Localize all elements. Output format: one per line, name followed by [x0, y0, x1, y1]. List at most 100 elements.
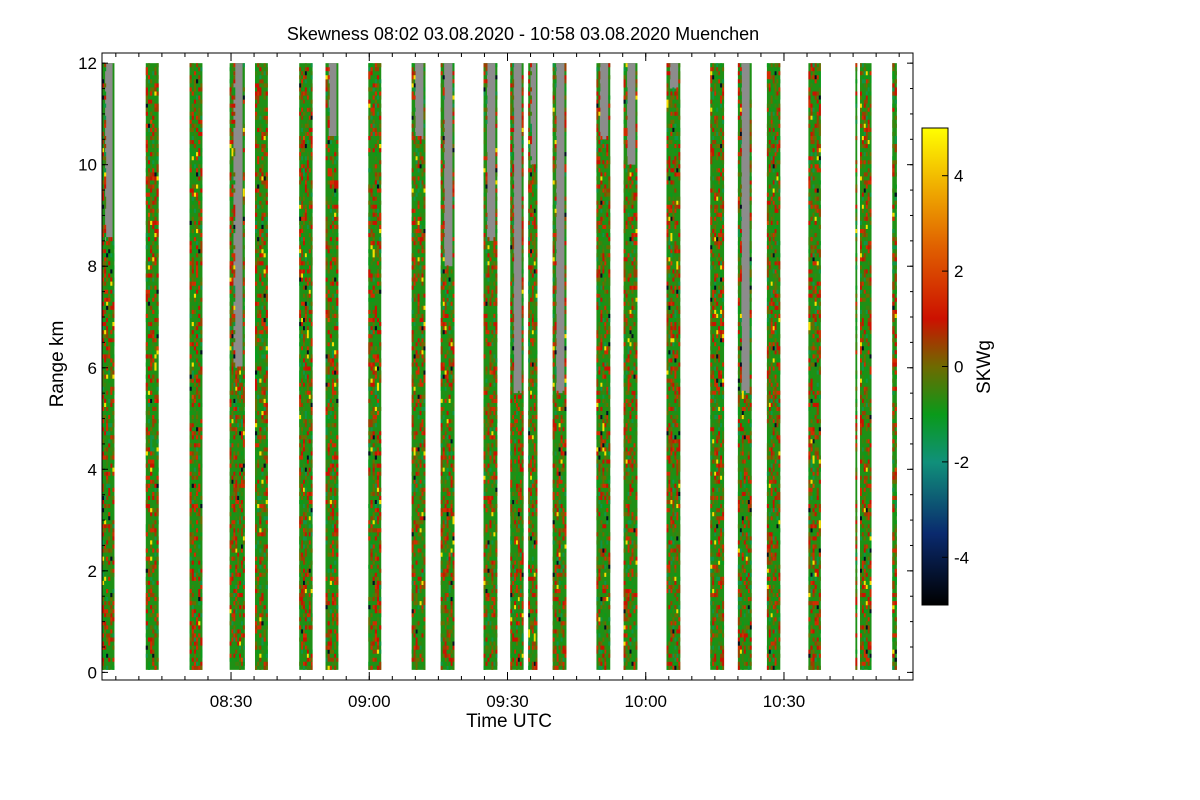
scan-segment	[528, 63, 538, 670]
skewness-cells	[596, 63, 611, 670]
skewness-cells	[808, 75, 821, 658]
skewness-cells	[510, 91, 524, 666]
y-tick-label: 6	[88, 359, 97, 378]
skewness-cells	[666, 63, 681, 670]
missing-data	[328, 63, 337, 140]
scan-segment	[299, 63, 313, 670]
scan-segment	[411, 63, 426, 670]
skewness-cells	[440, 63, 455, 670]
skewness-cells	[860, 71, 872, 666]
scan-segment	[229, 63, 245, 670]
colorbar-tick-label: 2	[954, 262, 963, 281]
scan-segment	[860, 63, 872, 670]
skewness-cells	[766, 87, 781, 670]
y-tick-label: 4	[88, 460, 97, 479]
skewness-cells	[255, 63, 268, 670]
skewness-cells	[325, 91, 339, 662]
skewness-cells	[368, 67, 382, 670]
skewness-cells	[855, 67, 858, 594]
skewness-cells	[710, 63, 725, 650]
skewness-cells	[368, 103, 382, 654]
x-axis-ticks: 08:30 09:00 09:30 10:00 10:30	[115, 53, 900, 711]
skewness-cells	[710, 63, 725, 670]
skewness-cells	[145, 63, 159, 658]
skewness-cells	[596, 87, 611, 666]
skewness-cells	[623, 91, 638, 670]
skewness-cells	[766, 71, 781, 666]
skewness-cells	[812, 483, 815, 488]
scan-segment	[510, 63, 524, 670]
skewness-cells	[483, 79, 498, 666]
skewness-cells	[102, 123, 115, 662]
skewness-cells	[255, 67, 268, 658]
y-tick-label: 8	[88, 257, 97, 276]
skewness-cells	[299, 204, 313, 658]
skewness-cells	[894, 467, 897, 472]
skewness-cells	[892, 71, 897, 642]
skewness-cells	[145, 71, 159, 662]
scan-segment	[440, 63, 455, 670]
skewness-cells	[299, 67, 313, 670]
colorbar-title: SKWg	[974, 340, 995, 394]
skewness-cells	[666, 79, 681, 670]
colorbar-tick-label: -4	[954, 548, 969, 567]
missing-data	[669, 63, 679, 89]
skewness-cells	[191, 394, 194, 399]
skewness-cells	[483, 63, 498, 670]
skewness-cells	[860, 63, 872, 662]
skewness-cells	[623, 99, 636, 666]
skewness-cells	[189, 63, 203, 670]
skewness-cells	[299, 75, 313, 662]
skewness-cells	[483, 107, 498, 670]
skewness-cells	[325, 87, 339, 654]
skewness-cells	[376, 411, 380, 416]
scan-segment	[145, 63, 159, 670]
skewness-cells	[145, 75, 159, 670]
skewness-cells	[596, 103, 611, 666]
skewness-cells	[808, 63, 821, 670]
skewness-cells	[710, 91, 725, 670]
skewness-cells	[808, 63, 821, 670]
skewness-cells	[528, 140, 538, 642]
skewness-cells	[448, 552, 451, 557]
skewness-cells	[411, 75, 426, 662]
skewness-cells	[299, 67, 313, 666]
skewness-cells	[855, 136, 858, 585]
skewness-cells	[325, 71, 339, 658]
missing-data	[530, 63, 537, 165]
skewness-cells	[596, 63, 611, 658]
skewness-cells	[552, 119, 567, 670]
skewness-cells	[510, 245, 524, 662]
skewness-cells	[325, 67, 339, 658]
skewness-cells	[670, 261, 673, 266]
scan-segment	[102, 63, 115, 670]
skewness-cells	[440, 71, 455, 666]
x-tick-label: 10:30	[763, 692, 806, 711]
y-tick-label: 12	[78, 54, 97, 73]
skewness-cells	[325, 83, 339, 670]
skewness-cells	[737, 71, 752, 670]
skewness-cells	[483, 71, 498, 666]
scan-segment	[892, 63, 897, 670]
skewness-cells	[666, 87, 681, 670]
x-tick-label: 09:30	[486, 692, 529, 711]
skewness-cells	[860, 71, 872, 666]
skewness-cells	[552, 67, 567, 670]
skewness-cells	[766, 220, 769, 225]
skewness-cells	[552, 83, 567, 666]
x-tick-label: 09:00	[348, 692, 391, 711]
scan-segment	[737, 63, 752, 670]
scan-segment	[254, 63, 268, 670]
skewness-cells	[766, 63, 781, 670]
skewness-cells	[229, 127, 245, 646]
skewness-cells	[255, 67, 268, 610]
skewness-cells	[229, 71, 245, 666]
y-tick-label: 2	[88, 562, 97, 581]
skewness-cells	[528, 71, 538, 658]
segment-base	[855, 63, 858, 670]
skewness-cells	[710, 71, 725, 594]
skewness-cells	[411, 63, 426, 670]
skewness-cells	[327, 318, 330, 323]
colorbar-tick-label: 0	[954, 358, 963, 377]
